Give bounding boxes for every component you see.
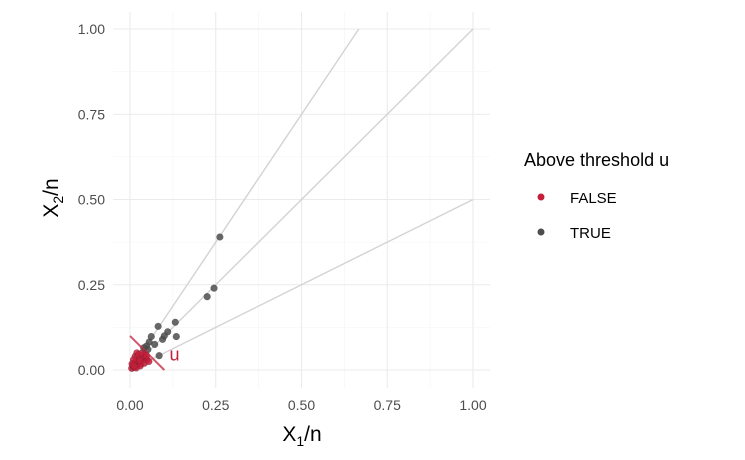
threshold: u (129, 335, 179, 371)
legend-label-true: TRUE (570, 225, 611, 242)
point-true (154, 322, 162, 331)
point-true (216, 233, 224, 241)
y-axis-title-rest: /n (40, 178, 63, 196)
legend-key-false (537, 193, 545, 201)
reference-line (129, 28, 360, 371)
legend-key-true (537, 228, 545, 236)
x-tick-label: 0.00 (116, 397, 143, 413)
x-tick-label: 0.75 (374, 397, 401, 413)
x-axis-title-main: X (282, 423, 296, 446)
point-true (203, 293, 211, 301)
legend-label-false: FALSE (570, 190, 617, 207)
point-false (145, 357, 153, 366)
x-axis-title-rest: /n (304, 423, 322, 446)
x-axis-title-sub: 1 (296, 433, 304, 449)
x-axis-title: X1/n (282, 423, 321, 449)
x-tick-label: 0.25 (202, 397, 229, 413)
y-axis-title-sub: 2 (50, 196, 66, 204)
points (128, 233, 224, 372)
y-tick-label: 0.25 (78, 277, 105, 293)
reference-line (129, 28, 474, 371)
y-tick-label: 1.00 (78, 21, 105, 37)
y-axis-title: X2/n (40, 178, 66, 217)
threshold-line (129, 335, 166, 371)
point-false (130, 362, 138, 370)
point-true (171, 318, 179, 326)
threshold-label: u (169, 345, 179, 365)
y-tick-label: 0.00 (78, 362, 105, 378)
legend: Above threshold u FALSE TRUE (524, 150, 669, 242)
legend-title: Above threshold u (524, 150, 669, 170)
y-tick-label: 0.50 (78, 192, 105, 208)
point-true (151, 340, 159, 349)
x-tick-labels: 0.00 0.25 0.50 0.75 1.00 (116, 397, 486, 413)
point-true (160, 332, 168, 340)
point-false (135, 356, 144, 365)
point-true (155, 352, 163, 360)
y-tick-labels: 0.00 0.25 0.50 0.75 1.00 (78, 21, 105, 378)
point-true (210, 284, 218, 292)
point-true (140, 344, 148, 352)
reference-lines (129, 28, 474, 371)
y-axis-title-main: X (40, 204, 63, 218)
y-tick-label: 0.75 (78, 106, 105, 122)
x-tick-label: 1.00 (459, 397, 486, 413)
reference-line (129, 198, 474, 371)
x-tick-label: 0.50 (288, 397, 315, 413)
point-true (172, 332, 180, 341)
